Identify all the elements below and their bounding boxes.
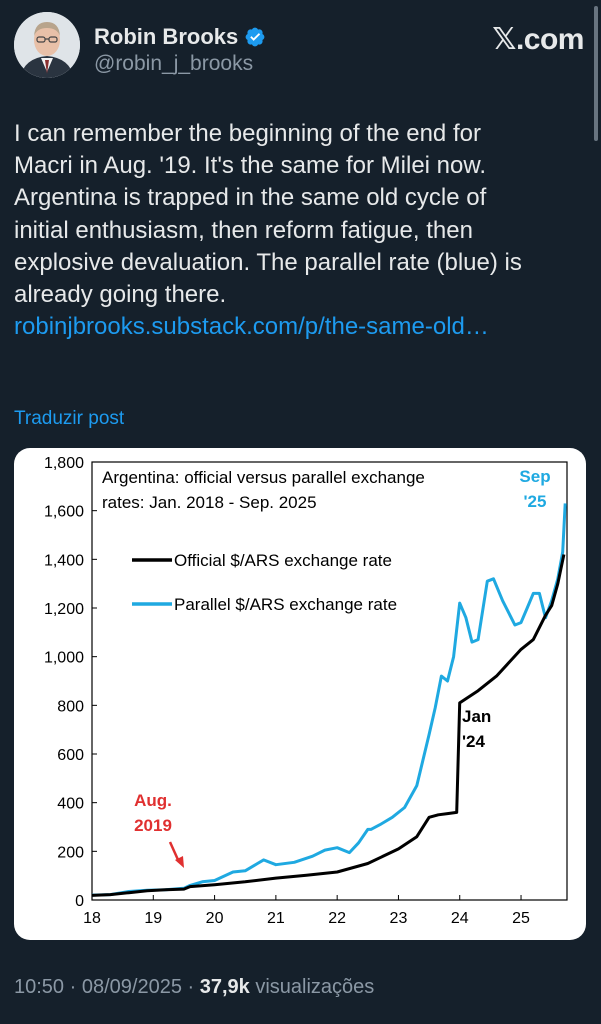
y-tick-label: 200 xyxy=(57,844,84,861)
separator: · xyxy=(181,976,200,998)
tweet-line: initial enthusiasm, then reform fatigue,… xyxy=(14,216,473,244)
annotation-jan-24: '24 xyxy=(462,732,485,751)
annotation-sep-25: Sep xyxy=(519,467,550,486)
display-name[interactable]: Robin Brooks xyxy=(94,24,239,49)
x-tick-label: 24 xyxy=(451,910,469,927)
legend-label: Official $/ARS exchange rate xyxy=(174,551,392,570)
user-handle[interactable]: @robin_j_brooks xyxy=(94,52,254,75)
x-tick-label: 20 xyxy=(206,910,224,927)
exchange-rate-chart: 0 200 400 600 800 1,000 1,200 1,400 1,600 1,800 18… xyxy=(44,455,568,927)
name-row: Robin Brooks xyxy=(94,24,266,50)
legend-label: Parallel $/ARS exchange rate xyxy=(174,595,397,614)
translate-post-link[interactable]: Traduzir post xyxy=(14,408,125,429)
separator: · xyxy=(64,976,82,998)
x-tick-label: 25 xyxy=(512,910,530,927)
y-tick-label: 1,600 xyxy=(44,504,84,521)
view-count: 37,9k xyxy=(199,976,250,998)
plot-frame xyxy=(91,461,568,901)
annotation-arrowhead xyxy=(175,856,184,868)
y-tick-label: 1,800 xyxy=(44,455,84,472)
x-tick-label: 19 xyxy=(144,910,162,927)
y-tick-label: 1,000 xyxy=(44,650,84,667)
tweet-line: already going there. xyxy=(14,281,227,309)
annotation-jan-24: Jan xyxy=(462,707,491,726)
tweet-line: Macri in Aug. '19. It's the same for Mil… xyxy=(14,152,487,180)
y-tick-label: 400 xyxy=(57,796,84,813)
y-tick-label: 1,400 xyxy=(44,552,84,569)
post-header: Robin Brooks @robin_j_brooks 𝕏.com xyxy=(14,10,584,80)
x-logo[interactable]: 𝕏.com xyxy=(492,23,584,56)
tweet-line: Argentina is trapped in the same old cyc… xyxy=(14,184,487,212)
post-date[interactable]: 08/09/2025 xyxy=(81,976,182,998)
tweet-line: I can remember the beginning of the end … xyxy=(14,120,481,147)
x-tick-label: 22 xyxy=(328,910,346,927)
chart-title: rates: Jan. 2018 - Sep. 2025 xyxy=(102,493,317,512)
y-tick-label: 1,200 xyxy=(44,601,84,618)
verified-badge-icon xyxy=(245,27,265,47)
tweet-text: I can remember the beginning of the end … xyxy=(14,118,586,343)
avatar[interactable] xyxy=(14,12,80,78)
x-tick-label: 21 xyxy=(267,910,285,927)
annotation-aug-2019: 2019 xyxy=(134,816,172,835)
chart-title: Argentina: official versus parallel exch… xyxy=(102,468,425,487)
post-time[interactable]: 10:50 xyxy=(14,976,65,998)
x-tick-label: 23 xyxy=(390,910,408,927)
annotation-aug-2019: Aug. xyxy=(134,791,172,810)
series-line xyxy=(91,503,567,897)
y-tick-label: 0 xyxy=(75,893,84,910)
tweet-link[interactable]: robinjbrooks.substack.com/p/the-same-old… xyxy=(14,313,489,341)
annotation-sep-25: '25 xyxy=(524,492,547,511)
y-tick-label: 800 xyxy=(57,698,84,715)
series-line xyxy=(91,554,566,897)
tweet-line: explosive devaluation. The parallel rate… xyxy=(14,248,522,276)
post-meta: 10:50 · 08/09/2025 · 37,9k visualizações xyxy=(14,976,374,999)
views-label: visualizações xyxy=(249,976,375,998)
y-tick-label: 600 xyxy=(57,747,84,764)
scrollbar[interactable] xyxy=(594,6,598,141)
annotation-arrow xyxy=(168,841,181,863)
chart-image[interactable]: 0 200 400 600 800 1,000 1,200 1,400 1,600 1,800 18… xyxy=(14,448,586,940)
x-tick-label: 18 xyxy=(83,910,101,927)
